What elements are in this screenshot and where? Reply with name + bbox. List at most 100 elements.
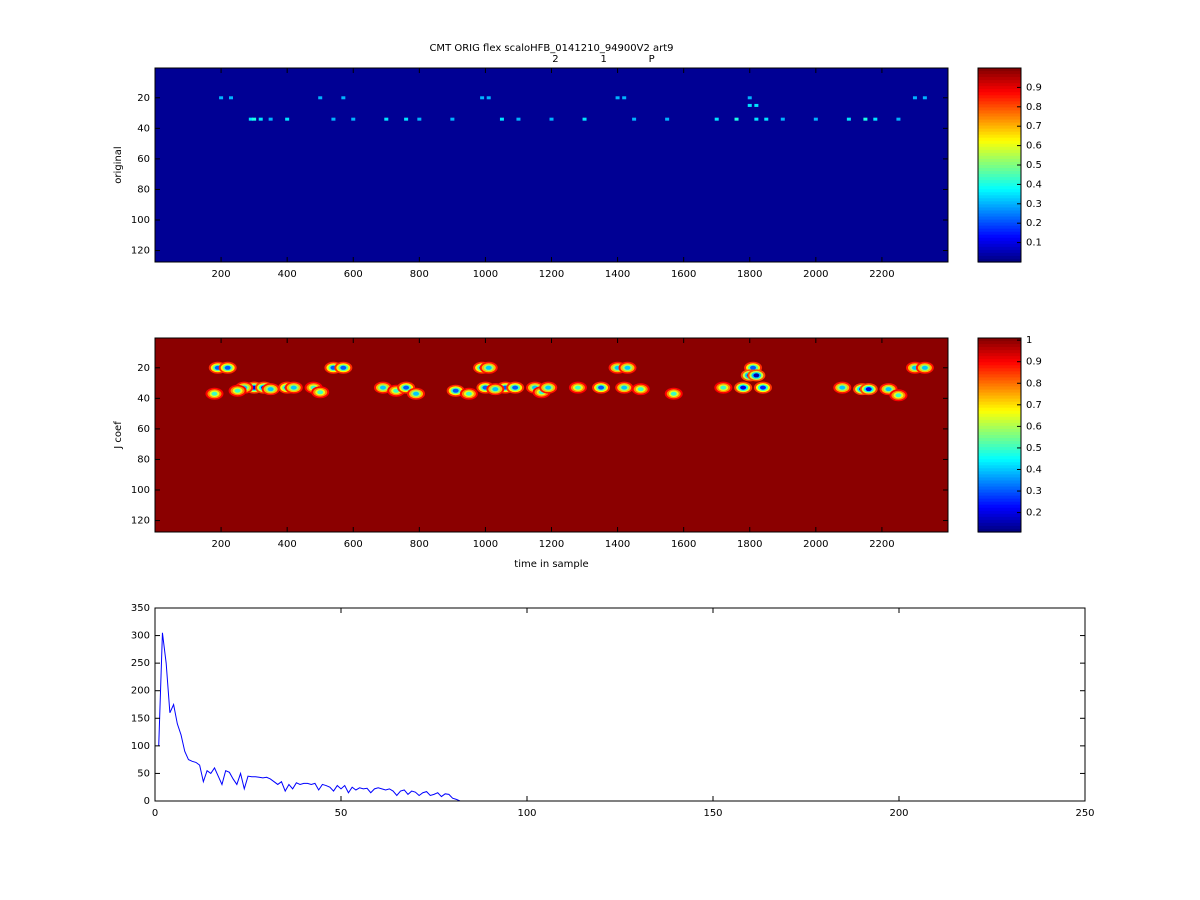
colorbar-cell: [978, 71, 1021, 75]
y-tick-label: 60: [137, 154, 150, 165]
y-axis-label: J coef: [113, 421, 124, 450]
colorbar-cell: [978, 416, 1021, 421]
colorbar-cell: [978, 525, 1021, 530]
colorbar-tick-label: 0.9: [1026, 357, 1042, 368]
colorbar-cell: [978, 386, 1021, 391]
y-tick-label: 100: [131, 215, 150, 226]
colorbar-cell: [978, 192, 1021, 196]
colorbar-cell: [978, 249, 1021, 254]
line-series: [158, 632, 461, 801]
heat-spot: [574, 385, 581, 390]
x-tick-label: 1600: [671, 269, 696, 280]
x-tick-label: 2200: [869, 269, 894, 280]
heat-spot: [670, 391, 677, 396]
colorbar-tick-label: 0.2: [1026, 508, 1042, 519]
colorbar-cell: [978, 338, 1021, 342]
y-tick-label: 20: [137, 363, 150, 374]
colorbar-cell: [978, 350, 1021, 354]
heat-spot: [921, 365, 928, 370]
x-tick-label: 1200: [539, 269, 564, 280]
y-tick-label: 100: [131, 741, 150, 752]
colorbar-cell: [978, 228, 1021, 233]
heat-spot: [417, 117, 422, 121]
heat-spot: [450, 117, 455, 121]
colorbar-cell: [978, 398, 1021, 403]
heat-spot: [912, 96, 917, 100]
colorbar-tick-label: 0.6: [1026, 421, 1042, 432]
y-tick-label: 40: [137, 123, 150, 134]
colorbar-cell: [978, 225, 1021, 230]
x-tick-label: 1400: [605, 269, 630, 280]
colorbar-cell: [978, 171, 1021, 175]
colorbar-cell: [978, 353, 1021, 357]
x-tick-label: 2000: [803, 269, 828, 280]
colorbar-cell: [978, 140, 1021, 145]
colorbar-cell: [978, 68, 1021, 72]
y-tick-label: 150: [131, 713, 150, 724]
colorbar-cell: [978, 149, 1021, 154]
heat-spot: [485, 365, 492, 370]
heat-spot: [740, 385, 747, 390]
colorbar-cell: [978, 528, 1021, 533]
heat-spot: [750, 365, 757, 370]
colorbar-cell: [978, 507, 1021, 512]
colorbar-cell: [978, 371, 1021, 375]
colorbar-cell: [978, 495, 1021, 500]
colorbar-cell: [978, 231, 1021, 236]
colorbar-cell: [978, 128, 1021, 133]
colorbar-cell: [978, 425, 1021, 430]
colorbar-cell: [978, 189, 1021, 193]
colorbar-cell: [978, 158, 1021, 163]
colorbar-cell: [978, 89, 1021, 93]
colorbar-cell: [978, 216, 1021, 221]
x-tick-label: 100: [517, 808, 536, 819]
heat-spot: [486, 96, 491, 100]
heat-spot: [720, 385, 727, 390]
y-tick-label: 20: [137, 93, 150, 104]
colorbar-tick-label: 0.7: [1026, 400, 1042, 411]
colorbar-tick-label: 0.5: [1026, 160, 1042, 171]
colorbar-tick-label: 1: [1026, 335, 1032, 346]
heat-spot: [873, 117, 878, 121]
colorbar-cell: [978, 86, 1021, 90]
colorbar-cell: [978, 462, 1021, 466]
heat-spot: [582, 117, 587, 121]
heat-spot: [252, 117, 257, 121]
colorbar-cell: [978, 168, 1021, 172]
colorbar-cell: [978, 486, 1021, 491]
colorbar-cell: [978, 477, 1021, 482]
colorbar-cell: [978, 74, 1021, 78]
colorbar-cell: [978, 344, 1021, 348]
plot-area: [155, 338, 948, 532]
heat-spot: [754, 103, 759, 107]
colorbar-tick-label: 0.1: [1026, 238, 1042, 249]
heat-spot: [846, 117, 851, 121]
heat-spot: [747, 103, 752, 107]
heat-spot: [922, 96, 927, 100]
colorbar-cell: [978, 204, 1021, 209]
colorbar-cell: [978, 98, 1021, 102]
x-tick-label: 800: [410, 269, 429, 280]
colorbar-cell: [978, 101, 1021, 105]
y-tick-label: 60: [137, 424, 150, 435]
heat-spot: [384, 117, 389, 121]
heat-spot: [258, 117, 263, 121]
y-tick-label: 100: [131, 485, 150, 496]
colorbar-cell: [978, 513, 1021, 518]
colorbar-cell: [978, 377, 1021, 382]
colorbar-tick-label: 0.3: [1026, 199, 1042, 210]
colorbar-cell: [978, 519, 1021, 524]
heat-spot: [219, 96, 224, 100]
colorbar-cell: [978, 341, 1021, 345]
x-tick-label: 150: [703, 808, 722, 819]
colorbar-cell: [978, 143, 1021, 148]
axes-frame: [154, 607, 1086, 802]
colorbar-cell: [978, 389, 1021, 394]
colorbar-tick-label: 0.6: [1026, 141, 1042, 152]
colorbar-cell: [978, 510, 1021, 515]
colorbar-tick-label: 0.2: [1026, 218, 1042, 229]
heat-spot: [224, 365, 231, 370]
colorbar-cell: [978, 83, 1021, 87]
y-tick-label: 0: [144, 796, 150, 807]
colorbar-cell: [978, 195, 1021, 199]
